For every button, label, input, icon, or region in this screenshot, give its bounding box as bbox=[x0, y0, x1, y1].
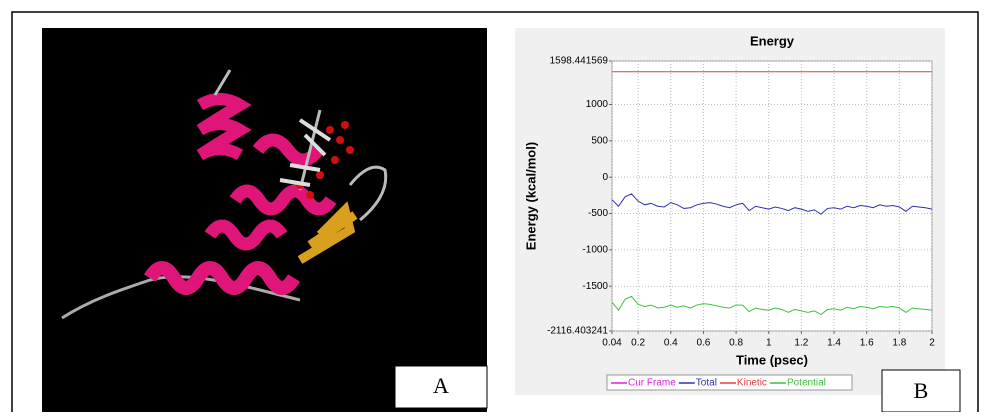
y-tick-label: 1000 bbox=[586, 99, 609, 110]
x-tick-label: 0.04 bbox=[602, 338, 622, 349]
x-tick-label: 0.6 bbox=[696, 338, 710, 349]
x-tick-label: 2 bbox=[929, 338, 935, 349]
page: A Energy Time (psec) Energy (kcal/mol) B… bbox=[0, 0, 989, 417]
y-tick-label: -1500 bbox=[582, 281, 608, 292]
chart-title: Energy bbox=[750, 33, 795, 48]
protein-image: A bbox=[42, 28, 487, 412]
y-tick-label: -2116.403241 bbox=[547, 326, 608, 337]
panel-label: B bbox=[914, 378, 929, 403]
x-tick-label: 1.2 bbox=[794, 338, 808, 349]
x-tick-label: 1.6 bbox=[860, 338, 874, 349]
x-tick-label: 0.4 bbox=[664, 338, 678, 349]
y-tick-label: 1598.441569 bbox=[550, 56, 609, 67]
helix bbox=[150, 268, 294, 288]
legend-label: Potential bbox=[787, 378, 826, 389]
legend-label: Total bbox=[696, 378, 717, 389]
plot-area bbox=[612, 61, 932, 331]
legend-label: Cur Frame bbox=[628, 378, 676, 389]
y-tick-label: -500 bbox=[588, 208, 608, 219]
y-tick-label: 500 bbox=[591, 135, 608, 146]
image-background bbox=[42, 28, 487, 412]
x-axis-label: Time (psec) bbox=[736, 352, 808, 367]
figure: A Energy Time (psec) Energy (kcal/mol) B… bbox=[0, 0, 989, 412]
panel-label: A bbox=[433, 373, 449, 398]
x-tick-label: 0.8 bbox=[729, 338, 743, 349]
x-tick-label: 0.2 bbox=[631, 338, 645, 349]
legend-label: Kinetic bbox=[737, 378, 767, 389]
y-axis-label: Energy (kcal/mol) bbox=[523, 142, 538, 250]
x-tick-label: 1.4 bbox=[827, 338, 841, 349]
y-tick-label: -1000 bbox=[582, 244, 608, 255]
x-tick-label: 1 bbox=[766, 338, 772, 349]
x-tick-label: 1.8 bbox=[892, 338, 906, 349]
y-tick-label: 0 bbox=[602, 172, 608, 183]
